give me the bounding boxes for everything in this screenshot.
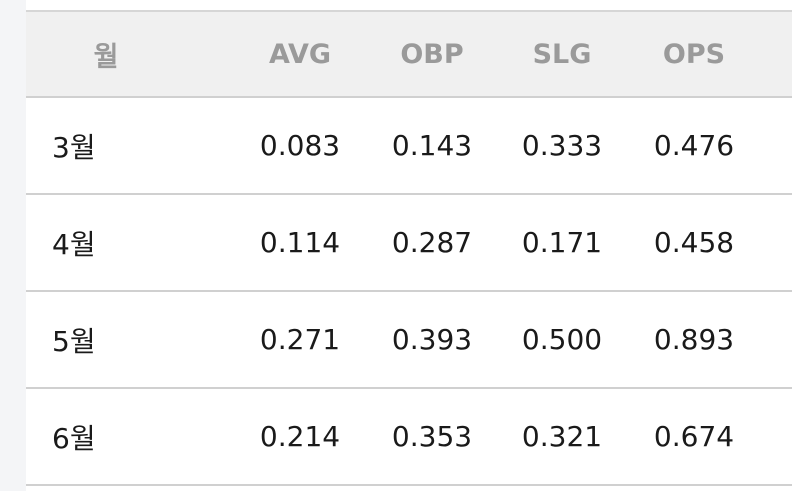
stat-cell: 0.476 (653, 129, 735, 162)
stat-cell: 0.893 (653, 323, 735, 356)
stat-cell: 0.271 (259, 323, 341, 356)
month-cell: 3월 (52, 130, 96, 164)
column-header: OPS (662, 38, 726, 70)
table-row: 6월 0.214 0.353 0.321 0.674 (26, 389, 792, 486)
stats-table: 월 AVG OBP SLG OPS 3월 0.083 0.143 0.333 0.476 4월 0.1… (26, 0, 792, 491)
stat-cell: 0.500 (521, 323, 603, 356)
stat-cell: 0.353 (391, 420, 473, 453)
stat-cell: 0.143 (391, 129, 473, 162)
stat-cell: 0.083 (259, 129, 341, 162)
stat-cell: 0.171 (521, 226, 603, 259)
stat-cell: 0.321 (521, 420, 603, 453)
header-row: 월 AVG OBP SLG OPS (26, 10, 792, 98)
month-cell: 5월 (52, 324, 96, 358)
column-header: SLG (532, 38, 592, 70)
stat-cell: 0.333 (521, 129, 603, 162)
stat-cell: 0.458 (653, 226, 735, 259)
month-cell: 6월 (52, 421, 96, 455)
month-cell: 4월 (52, 227, 96, 261)
table-row: 5월 0.271 0.393 0.500 0.893 (26, 292, 792, 389)
column-header: OBP (400, 38, 464, 70)
stat-cell: 0.214 (259, 420, 341, 453)
stat-cell: 0.287 (391, 226, 473, 259)
column-header: 월 (93, 41, 119, 73)
table-row: 4월 0.114 0.287 0.171 0.458 (26, 195, 792, 292)
stat-cell: 0.393 (391, 323, 473, 356)
stat-cell: 0.114 (259, 226, 341, 259)
stat-cell: 0.674 (653, 420, 735, 453)
column-header: AVG (268, 38, 332, 70)
table-row: 3월 0.083 0.143 0.333 0.476 (26, 98, 792, 195)
